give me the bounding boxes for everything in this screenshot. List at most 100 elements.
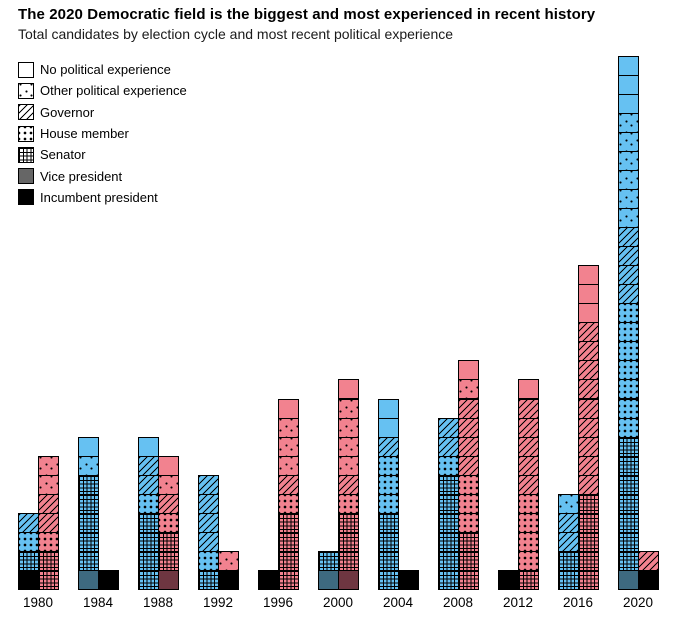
candidate-square-2000-rep-governor xyxy=(338,474,359,495)
candidate-square-2012-rep-house xyxy=(518,493,539,514)
candidate-square-2000-dem-senator xyxy=(318,550,339,571)
candidate-square-2000-rep-house xyxy=(338,493,359,514)
candidate-square-2016-rep-governor xyxy=(578,360,599,381)
candidate-square-2020-dem-senator xyxy=(618,455,639,476)
candidate-square-2008-dem-senator xyxy=(438,512,459,533)
candidate-square-2016-dem-governor xyxy=(558,531,579,552)
candidate-square-1988-rep-senator xyxy=(158,531,179,552)
candidate-square-2016-dem-other xyxy=(558,493,579,514)
candidate-square-2000-dem-vp xyxy=(318,570,339,590)
candidate-square-1984-rep-president xyxy=(98,570,119,590)
candidate-square-1988-dem-senator xyxy=(138,550,159,571)
candidate-square-2020-dem-senator xyxy=(618,531,639,552)
x-axis-label-2016: 2016 xyxy=(562,595,594,610)
candidate-square-1992-dem-governor xyxy=(198,512,219,533)
candidate-square-2008-rep-governor xyxy=(458,455,479,476)
candidate-square-1996-rep-senator xyxy=(278,550,299,571)
candidate-square-2016-rep-senator xyxy=(578,550,599,571)
candidate-square-2016-rep-senator xyxy=(578,512,599,533)
candidate-square-2004-dem-house xyxy=(378,474,399,495)
candidate-square-2000-rep-other xyxy=(338,455,359,476)
candidate-square-2000-rep-senator xyxy=(338,550,359,571)
candidate-square-2020-dem-other xyxy=(618,150,639,171)
candidate-square-2008-dem-senator xyxy=(438,474,459,495)
legend-swatch-none-icon xyxy=(18,61,34,78)
candidate-square-1996-rep-other xyxy=(278,455,299,476)
candidate-square-2012-rep-house xyxy=(518,512,539,533)
candidate-square-1988-rep-governor xyxy=(158,493,179,514)
candidate-square-2004-dem-governor xyxy=(378,436,399,457)
candidate-square-2012-rep-governor xyxy=(518,417,539,438)
candidate-square-2020-dem-none xyxy=(618,93,639,114)
legend-swatch-vp-icon xyxy=(18,168,34,185)
candidate-square-1988-rep-other xyxy=(158,474,179,495)
candidate-square-2016-rep-senator xyxy=(578,531,599,552)
candidate-square-1992-rep-other xyxy=(218,550,239,571)
legend-item-senator: Senator xyxy=(18,144,187,165)
x-axis-label-2020: 2020 xyxy=(622,595,654,610)
legend-label: Incumbent president xyxy=(40,189,158,205)
candidate-square-2004-dem-none xyxy=(378,398,399,419)
candidate-square-2008-rep-house xyxy=(458,493,479,514)
candidate-square-1984-dem-senator xyxy=(78,550,99,571)
candidate-square-2020-dem-senator xyxy=(618,474,639,495)
candidate-square-2016-dem-senator xyxy=(558,570,579,590)
candidate-square-2016-rep-governor xyxy=(578,455,599,476)
candidate-square-2008-rep-none xyxy=(458,360,479,381)
candidate-square-2020-dem-governor xyxy=(618,227,639,248)
x-axis-label-1988: 1988 xyxy=(142,595,174,610)
candidate-square-2008-dem-senator xyxy=(438,550,459,571)
candidate-square-1988-dem-house xyxy=(138,493,159,514)
candidate-square-1988-dem-none xyxy=(138,436,159,457)
legend-label: Vice president xyxy=(40,168,123,184)
candidate-square-2004-dem-senator xyxy=(378,531,399,552)
candidate-square-2000-rep-senator xyxy=(338,531,359,552)
candidate-square-2012-rep-none xyxy=(518,379,539,400)
candidate-square-2012-rep-governor xyxy=(518,398,539,419)
candidate-square-1988-rep-vp xyxy=(158,570,179,590)
candidate-square-1984-dem-vp xyxy=(78,570,99,590)
candidate-square-2020-dem-house xyxy=(618,360,639,381)
candidate-square-2020-dem-house xyxy=(618,417,639,438)
candidate-square-2020-dem-other xyxy=(618,208,639,229)
candidate-square-1992-dem-house xyxy=(198,550,219,571)
chart-subtitle: Total candidates by election cycle and m… xyxy=(18,26,454,42)
candidate-square-1992-dem-governor xyxy=(198,474,219,495)
candidate-square-1980-rep-senator xyxy=(38,570,59,590)
legend-swatch-governor-icon xyxy=(18,104,34,121)
candidate-square-1996-rep-senator xyxy=(278,570,299,590)
candidate-square-2008-rep-house xyxy=(458,474,479,495)
legend-item-governor: Governor xyxy=(18,102,187,123)
candidate-square-2016-rep-governor xyxy=(578,417,599,438)
candidate-square-2008-dem-house xyxy=(438,455,459,476)
candidate-square-2016-rep-governor xyxy=(578,474,599,495)
candidate-square-2004-dem-senator xyxy=(378,550,399,571)
legend-swatch-other-icon xyxy=(18,82,34,99)
legend-item-house: House member xyxy=(18,123,187,144)
candidate-square-2008-rep-governor xyxy=(458,398,479,419)
candidate-square-2000-rep-other xyxy=(338,417,359,438)
candidate-square-2008-rep-other xyxy=(458,379,479,400)
candidate-square-1988-dem-senator xyxy=(138,531,159,552)
candidate-square-2004-dem-house xyxy=(378,493,399,514)
candidate-square-1984-dem-other xyxy=(78,455,99,476)
candidate-square-2020-rep-governor xyxy=(638,550,659,571)
candidate-square-2012-rep-senator xyxy=(518,570,539,590)
candidate-square-2020-rep-president xyxy=(638,570,659,590)
candidate-square-2012-dem-president xyxy=(498,570,519,590)
candidate-square-1980-rep-house xyxy=(38,531,59,552)
candidate-square-2020-dem-other xyxy=(618,112,639,133)
candidate-square-2016-rep-governor xyxy=(578,341,599,362)
candidate-square-2012-rep-governor xyxy=(518,436,539,457)
legend-label: No political experience xyxy=(40,62,171,78)
candidate-square-2004-dem-senator xyxy=(378,512,399,533)
candidate-square-2004-dem-senator xyxy=(378,570,399,590)
candidate-square-2008-rep-senator xyxy=(458,531,479,552)
candidate-square-2008-dem-senator xyxy=(438,531,459,552)
candidate-square-2020-dem-vp xyxy=(618,570,639,590)
candidate-square-2020-dem-senator xyxy=(618,493,639,514)
candidate-square-2000-rep-none xyxy=(338,379,359,400)
candidate-square-1992-rep-president xyxy=(218,570,239,590)
candidate-square-2020-dem-none xyxy=(618,74,639,95)
